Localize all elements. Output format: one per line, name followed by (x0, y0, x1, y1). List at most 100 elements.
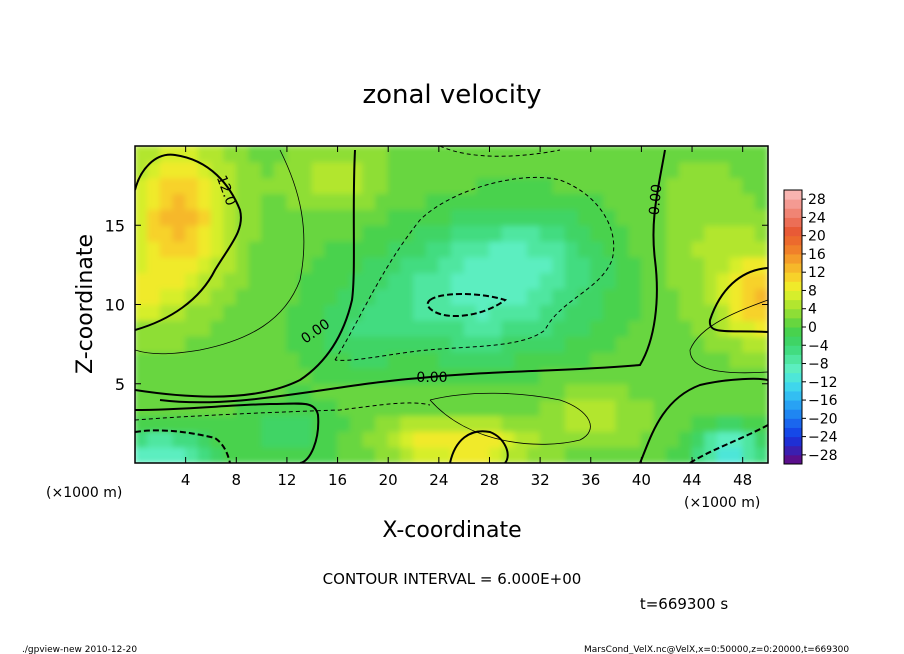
heatmap-cell (552, 335, 566, 353)
heatmap-cell (135, 240, 149, 258)
heatmap-cell (324, 446, 339, 463)
heatmap-cell (147, 224, 161, 242)
heatmap-cell (387, 319, 402, 337)
heatmap-cell (514, 335, 528, 353)
y-tick-label: 10 (105, 296, 125, 315)
heatmap-cell (577, 319, 592, 337)
heatmap-cell (286, 288, 301, 305)
heatmap-cell (463, 383, 478, 401)
heatmap-cell (438, 351, 452, 369)
heatmap-cell (615, 446, 630, 463)
heatmap-cell (135, 399, 149, 416)
heatmap-cell (451, 430, 465, 448)
heatmap-cell (678, 193, 693, 210)
heatmap-cell (172, 256, 187, 274)
heatmap-cell (425, 367, 440, 385)
heatmap-cell (261, 256, 275, 274)
heatmap-cell (235, 208, 250, 226)
heatmap-cell (261, 414, 275, 432)
heatmap-cell (590, 256, 604, 274)
heatmap-cell (704, 288, 718, 305)
heatmap-cell (400, 177, 415, 195)
colorbar-swatch (784, 290, 802, 301)
contour-line-thin (689, 299, 768, 374)
colorbar-label: 24 (808, 210, 826, 226)
heatmap-cell (640, 414, 655, 432)
heatmap-cell (451, 335, 465, 353)
heatmap-cell (324, 177, 339, 195)
heatmap-cell (185, 208, 199, 226)
colorbar-swatch (784, 235, 802, 246)
heatmap-cell (349, 224, 364, 242)
heatmap-cell (387, 193, 402, 210)
heatmap-cell (324, 319, 339, 337)
heatmap-cell (514, 430, 528, 448)
heatmap-cell (159, 351, 174, 369)
heatmap-cell (261, 335, 275, 353)
colorbar-swatch (784, 281, 802, 291)
y-axis: 5 10 15 (105, 216, 768, 394)
heatmap-cell (577, 224, 592, 242)
heatmap-cell (387, 224, 402, 242)
heatmap-cell (577, 383, 592, 401)
heatmap-cell (299, 335, 313, 353)
colorbar-swatch (784, 317, 802, 328)
heatmap-cell (678, 288, 693, 305)
heatmap-cell (514, 146, 528, 163)
heatmap-cell (691, 146, 706, 163)
heatmap-cell (640, 272, 655, 290)
heatmap-cell (299, 304, 313, 321)
heatmap-cell (501, 383, 516, 401)
heatmap-cell (615, 288, 630, 305)
heatmap-cell (615, 430, 630, 448)
heatmap-cell (754, 367, 768, 385)
heatmap-cell (248, 193, 263, 210)
heatmap-cell (273, 351, 288, 369)
heatmap-cell (172, 335, 187, 353)
colorbar-swatch (784, 199, 802, 209)
heatmap-cell (349, 335, 364, 353)
heatmap-cell (754, 177, 768, 195)
heatmap-cell (261, 367, 275, 385)
heatmap-cell (463, 208, 478, 226)
heatmap-cell (324, 256, 339, 274)
heatmap-cell (463, 272, 478, 290)
heatmap-cell (197, 240, 212, 258)
heatmap-cell (413, 224, 427, 242)
heatmap-cell (488, 177, 503, 195)
heatmap-cell (362, 256, 377, 274)
heatmap-cell (704, 414, 718, 432)
heatmap-cell (539, 414, 554, 432)
heatmap-cell (729, 224, 744, 242)
heatmap-cell (742, 414, 756, 432)
heatmap-cell (716, 256, 731, 274)
heatmap-cell (640, 240, 655, 258)
heatmap-cell (261, 224, 275, 242)
heatmap-cell (185, 304, 199, 321)
heatmap-cell (552, 146, 566, 163)
heatmap-cell (185, 256, 199, 274)
heatmap-cell (451, 146, 465, 163)
heatmap-cell (539, 240, 554, 258)
heatmap-cell (185, 335, 199, 353)
x-tick-label: 8 (232, 471, 242, 489)
heatmap-cell (640, 224, 655, 242)
contour-line (449, 430, 509, 463)
heatmap-cell (501, 414, 516, 432)
heatmap-cell (526, 319, 541, 337)
heatmap-cell (539, 430, 554, 448)
heatmap-cell (159, 414, 174, 432)
heatmap-cell (400, 272, 415, 290)
heatmap-cell (261, 288, 275, 305)
heatmap-cell (501, 193, 516, 210)
heatmap-cell (273, 288, 288, 305)
heatmap-cell (375, 146, 389, 163)
heatmap-cell (628, 414, 642, 432)
heatmap-cell (261, 446, 275, 463)
heatmap-cell (235, 399, 250, 416)
heatmap-cell (324, 383, 339, 401)
heatmap-cell (526, 146, 541, 163)
heatmap-cell (273, 446, 288, 463)
heatmap-cell (552, 351, 566, 369)
heatmap-cell (602, 288, 617, 305)
